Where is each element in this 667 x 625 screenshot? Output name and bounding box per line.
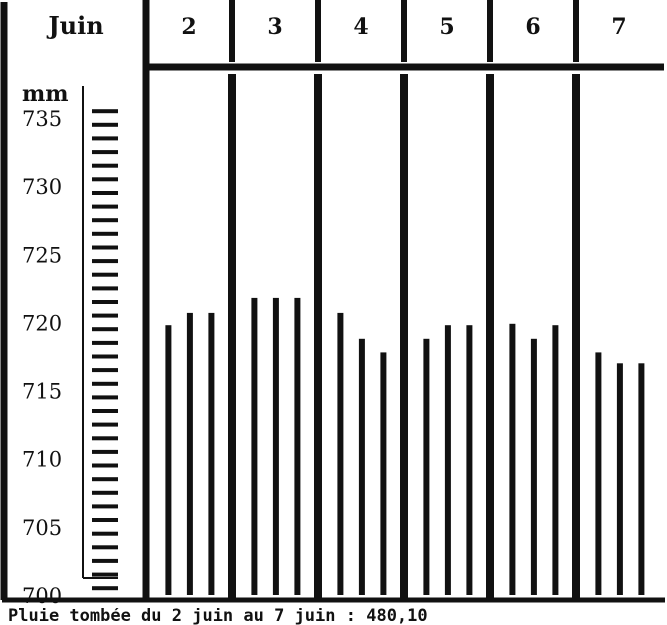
y-axis: mm 735 730 725 720 715 710 705 700 <box>22 81 118 608</box>
scale-tick <box>92 340 118 345</box>
scale-tick <box>92 300 118 304</box>
scale-tick <box>92 327 118 332</box>
bar-day-5-3 <box>466 325 473 595</box>
y-tick-label-720: 720 <box>22 311 62 335</box>
bar-day-4-2 <box>358 338 365 595</box>
y-tick-label-735: 735 <box>22 107 62 131</box>
scale-tick <box>92 449 118 454</box>
scale-tick <box>92 545 118 550</box>
scale-tick <box>92 163 118 168</box>
scale-tick <box>92 177 118 182</box>
scale-tick <box>92 245 118 250</box>
y-tick-label-710: 710 <box>22 448 62 472</box>
scale-tick <box>92 204 118 209</box>
scale-tick <box>92 286 118 291</box>
bar-day-5-2 <box>444 325 451 595</box>
bar-day-6-2 <box>530 338 537 595</box>
day-label-6: 6 <box>525 14 540 40</box>
month-label: Juin <box>46 11 103 40</box>
scale-tick <box>92 518 118 522</box>
day-label-4: 4 <box>353 14 368 40</box>
chart-frame <box>0 0 665 603</box>
y-unit-label: mm <box>22 81 69 107</box>
day-label-2: 2 <box>181 14 196 40</box>
header-row: Juin 2 3 4 5 6 7 <box>46 11 626 40</box>
bar-day-3-2 <box>272 297 279 595</box>
bar-day-2-1 <box>165 325 172 595</box>
scale-tick <box>92 259 118 264</box>
caption-text: Pluie tombée du 2 juin au 7 juin : 480,1… <box>8 608 428 625</box>
scale-tick <box>92 354 118 359</box>
scale-tick <box>92 231 118 236</box>
day-label-7: 7 <box>611 14 626 40</box>
scale-tick <box>92 191 118 195</box>
bar-day-6-1 <box>509 323 516 595</box>
bar-day-3-3 <box>294 297 301 595</box>
y-tick-label-715: 715 <box>22 380 62 404</box>
scale-tick <box>92 368 118 373</box>
bar-day-4-1 <box>337 312 344 595</box>
scale-tick <box>92 463 118 468</box>
scale-tick <box>92 150 118 155</box>
scale-tick <box>92 395 118 400</box>
scale-tick <box>92 490 118 495</box>
scale-tick <box>92 586 118 591</box>
scale-tick <box>92 436 118 441</box>
day-separators <box>228 0 580 598</box>
scale-tick <box>92 109 118 114</box>
bar-day-7-2 <box>616 363 623 595</box>
bar-day-7-1 <box>595 352 602 595</box>
scale-ruler <box>82 86 118 591</box>
scale-tick <box>92 422 118 427</box>
scale-tick <box>92 409 118 413</box>
y-tick-labels: 735 730 725 720 715 710 705 700 <box>22 107 62 608</box>
scale-tick <box>92 313 118 318</box>
scale-tick <box>92 558 118 563</box>
scale-tick <box>92 122 118 127</box>
bar-day-2-3 <box>208 312 215 595</box>
bars <box>165 297 645 595</box>
scale-tick <box>92 136 118 141</box>
day-label-3: 3 <box>267 14 282 40</box>
scale-tick <box>92 504 118 509</box>
y-tick-label-705: 705 <box>22 516 62 540</box>
scale-tick <box>92 272 118 277</box>
scale-tick <box>92 572 118 577</box>
y-tick-label-700: 700 <box>22 584 62 608</box>
bar-day-4-3 <box>380 352 387 595</box>
scale-tick <box>92 218 118 223</box>
scale-tick <box>92 531 118 536</box>
bar-day-6-3 <box>552 325 559 595</box>
bar-day-5-1 <box>423 338 430 595</box>
day-label-5: 5 <box>439 14 454 40</box>
scale-tick <box>92 477 118 482</box>
bar-day-3-1 <box>251 297 258 595</box>
day-labels: 2 3 4 5 6 7 <box>181 14 626 40</box>
scale-tick <box>92 381 118 386</box>
y-tick-label-730: 730 <box>22 175 62 199</box>
bar-day-7-3 <box>638 363 645 595</box>
y-tick-label-725: 725 <box>22 243 62 267</box>
bar-day-2-2 <box>186 312 193 595</box>
